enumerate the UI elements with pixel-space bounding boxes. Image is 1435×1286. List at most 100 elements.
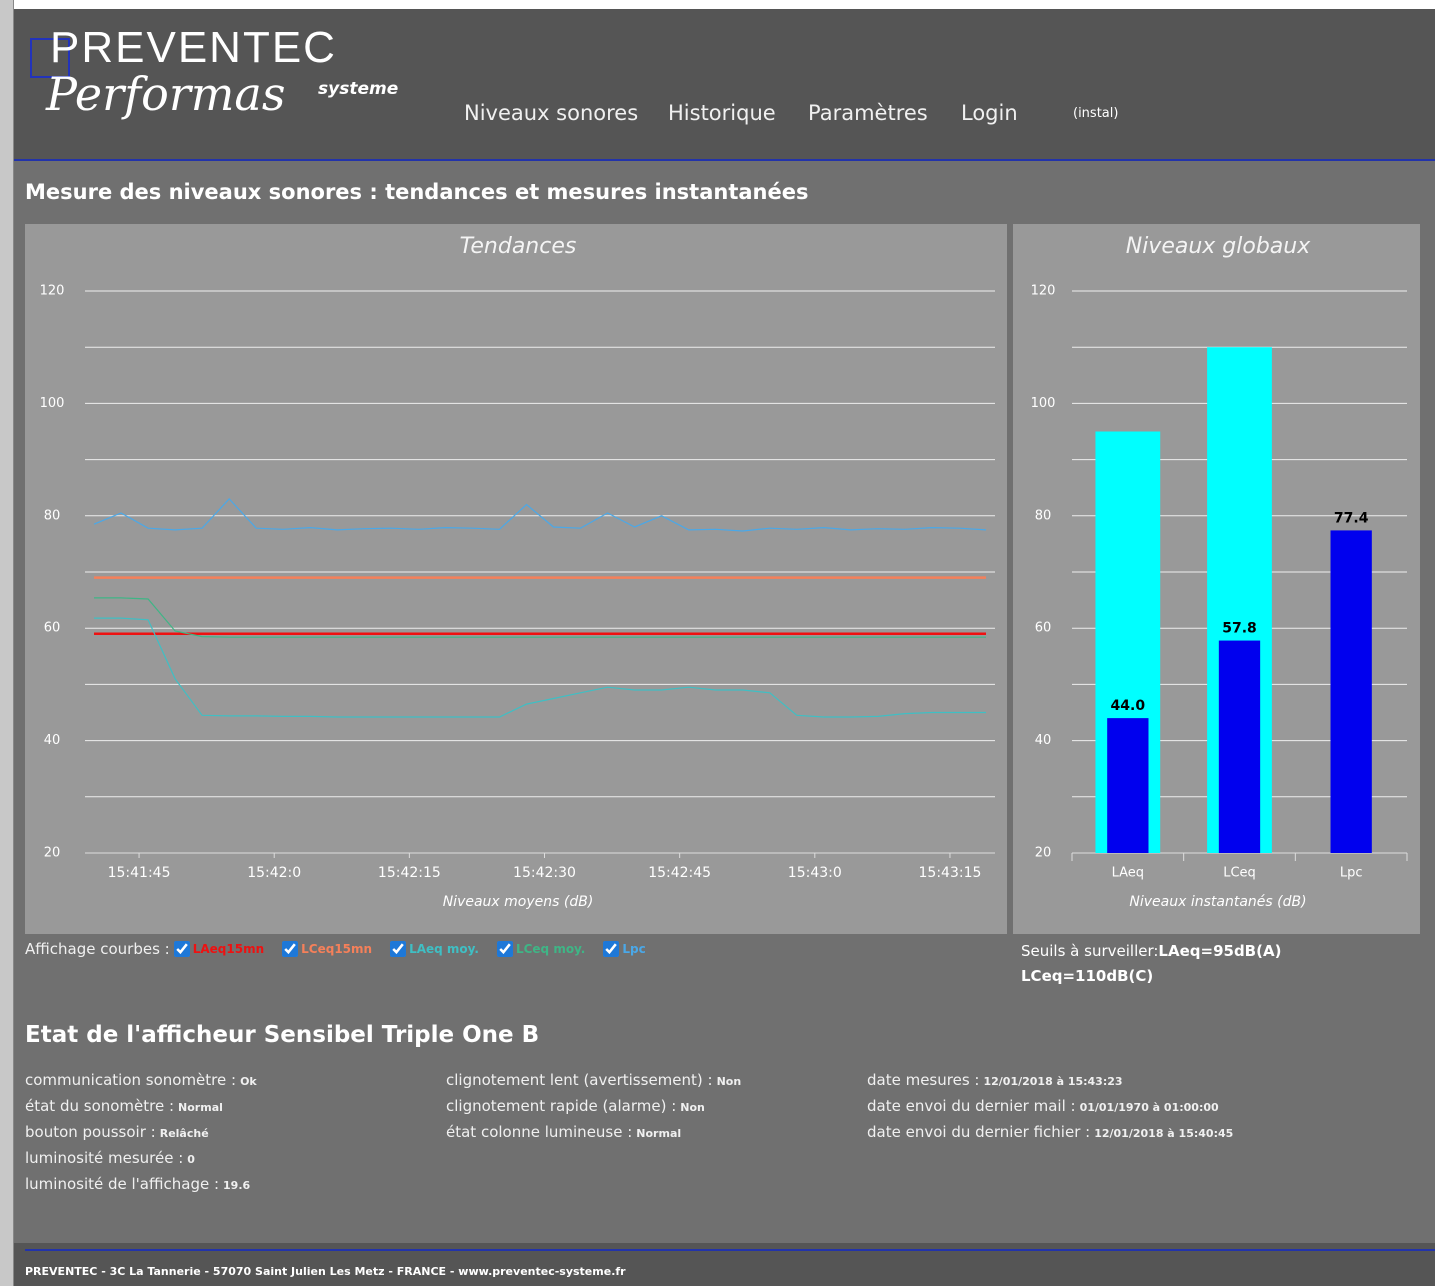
logo-product: Performas xyxy=(46,67,286,121)
status-value: 0 xyxy=(187,1153,195,1166)
legend-item[interactable]: LAeq15mn xyxy=(170,941,264,957)
series-line xyxy=(94,617,986,718)
series-line xyxy=(93,498,987,532)
status-label: clignotement lent (avertissement) : xyxy=(446,1071,713,1089)
legend-checkbox[interactable] xyxy=(496,941,513,957)
logo-brand: PREVENTEC xyxy=(50,23,337,72)
bar xyxy=(1107,718,1149,853)
y-tick-label: 60 xyxy=(1035,621,1052,636)
panel xyxy=(25,224,1007,934)
threshold-label: Seuils à surveiller: xyxy=(1021,942,1159,960)
legend-item[interactable]: LCeq15mn xyxy=(278,941,372,957)
legend-checkbox[interactable] xyxy=(173,941,190,957)
status-label: luminosité de l'affichage : xyxy=(25,1175,220,1193)
y-tick-label: 60 xyxy=(44,621,61,636)
x-tick-label: 15:42:15 xyxy=(378,865,441,881)
header: PREVENTEC Performas systeme Niveaux sono… xyxy=(14,9,1435,161)
user-label: (instal) xyxy=(1073,106,1119,121)
top-strip xyxy=(14,0,1435,9)
legend-text: LAeq moy. xyxy=(409,942,479,956)
legend-text: Lpc xyxy=(622,942,646,956)
thresholds: Seuils à surveiller:LAeq=95dB(A) LCeq=110… xyxy=(1021,939,1421,989)
series-line xyxy=(94,597,986,638)
x-tick-label: 15:42:0 xyxy=(247,865,301,881)
legend-checkbox[interactable] xyxy=(603,941,620,957)
status-label: état du sonomètre : xyxy=(25,1097,175,1115)
value-label: 77.4 xyxy=(1334,510,1369,526)
status-value: 01/01/1970 à 01:00:00 xyxy=(1079,1101,1219,1114)
nav-link[interactable]: Historique xyxy=(668,101,776,125)
x-tick-label: 15:42:30 xyxy=(513,865,576,881)
legend: Affichage courbes : LAeq15mn LCeq15mn LAeq… xyxy=(25,940,660,958)
legend-checkbox[interactable] xyxy=(282,941,299,957)
status-label: clignotement rapide (alarme) : xyxy=(446,1097,677,1115)
value-label: 44.0 xyxy=(1111,698,1146,714)
status-row: clignotement rapide (alarme) : Non xyxy=(446,1097,705,1115)
chart-title: Niveaux globaux xyxy=(1126,234,1311,259)
value-label: 57.8 xyxy=(1222,621,1257,637)
legend-item[interactable]: LCeq moy. xyxy=(493,941,585,957)
nav-link[interactable]: Login xyxy=(961,101,1018,125)
status-row: luminosité de l'affichage :19.6 xyxy=(25,1175,250,1193)
x-tick-label: 15:41:45 xyxy=(108,865,171,881)
x-tick-label: Lpc xyxy=(1340,866,1363,881)
y-tick-label: 80 xyxy=(44,508,61,523)
y-tick-label: 20 xyxy=(44,846,61,861)
nav-link[interactable]: Niveaux sonores xyxy=(464,101,639,125)
x-axis-label: Niveaux moyens (dB) xyxy=(443,894,594,910)
legend-checkbox[interactable] xyxy=(390,941,407,957)
legend-text: LAeq15mn xyxy=(192,942,265,956)
charts: Tendances Niveaux moyens (dB) 20 40 60 80 100 1… xyxy=(25,224,1420,934)
nav-link[interactable]: Paramètres xyxy=(808,101,928,125)
status-value: Normal xyxy=(636,1127,682,1140)
status-row: date envoi du dernier mail :01/01/1970 à… xyxy=(867,1097,1219,1115)
y-tick-label: 100 xyxy=(1031,396,1056,411)
status-label: date envoi du dernier mail : xyxy=(867,1097,1076,1115)
x-tick-label: 15:43:15 xyxy=(919,865,982,881)
logo-superscript: systeme xyxy=(318,79,399,99)
status-value: 19.6 xyxy=(223,1179,251,1192)
logo-focus-box xyxy=(30,38,70,78)
status-row: clignotement lent (avertissement) : Non xyxy=(446,1071,741,1089)
y-tick-label: 120 xyxy=(1031,284,1056,299)
status-label: date envoi du dernier fichier : xyxy=(867,1123,1091,1141)
x-tick-label: 15:43:0 xyxy=(788,865,842,881)
bar xyxy=(1330,530,1372,853)
status-value: 12/01/2018 à 15:43:23 xyxy=(983,1075,1123,1088)
x-tick-label: 15:42:45 xyxy=(648,865,711,881)
status-value: Non xyxy=(716,1075,742,1088)
status-title: Etat de l'afficheur Sensibel Triple One … xyxy=(25,1022,540,1048)
status-row: état colonne lumineuse : Normal xyxy=(446,1123,681,1141)
status-value: Non xyxy=(680,1101,705,1114)
y-tick-label: 40 xyxy=(1035,733,1052,748)
status-row: luminosité mesurée :0 xyxy=(25,1149,195,1167)
y-tick-label: 40 xyxy=(44,733,61,748)
page-title: Mesure des niveaux sonores : tendances e… xyxy=(25,180,809,204)
x-tick-label: LAeq xyxy=(1112,866,1144,881)
x-tick-label: LCeq xyxy=(1223,866,1256,881)
legend-text: LCeq moy. xyxy=(515,942,586,956)
footer-text: PREVENTEC - 3C La Tannerie - 57070 Saint… xyxy=(25,1265,626,1278)
y-tick-label: 20 xyxy=(1035,846,1052,861)
left-border xyxy=(0,0,14,1286)
y-tick-label: 120 xyxy=(40,284,65,299)
status-value: Relâché xyxy=(159,1127,209,1140)
legend-item[interactable]: LAeq moy. xyxy=(386,941,479,957)
legend-label: Affichage courbes : xyxy=(25,940,170,958)
status-label: état colonne lumineuse : xyxy=(446,1123,633,1141)
legend-item[interactable]: Lpc xyxy=(599,941,646,957)
chart-title: Tendances xyxy=(460,234,577,259)
status-value: 12/01/2018 à 15:40:45 xyxy=(1094,1127,1234,1140)
y-tick-label: 80 xyxy=(1035,508,1052,523)
status-label: communication sonomètre : xyxy=(25,1071,237,1089)
legend-text: LCeq15mn xyxy=(301,942,373,956)
x-axis-label: Niveaux instantanés (dB) xyxy=(1129,894,1306,910)
threshold-value: LCeq=110dB(C) xyxy=(1021,967,1154,985)
bar xyxy=(1218,640,1261,853)
threshold-value: LAeq=95dB(A) xyxy=(1158,942,1282,960)
status-row: état du sonomètre : Normal xyxy=(25,1097,223,1115)
status-row: date mesures :12/01/2018 à 15:43:23 xyxy=(867,1071,1123,1089)
status-row: communication sonomètre : Ok xyxy=(25,1071,257,1089)
status-value: Normal xyxy=(178,1101,223,1114)
